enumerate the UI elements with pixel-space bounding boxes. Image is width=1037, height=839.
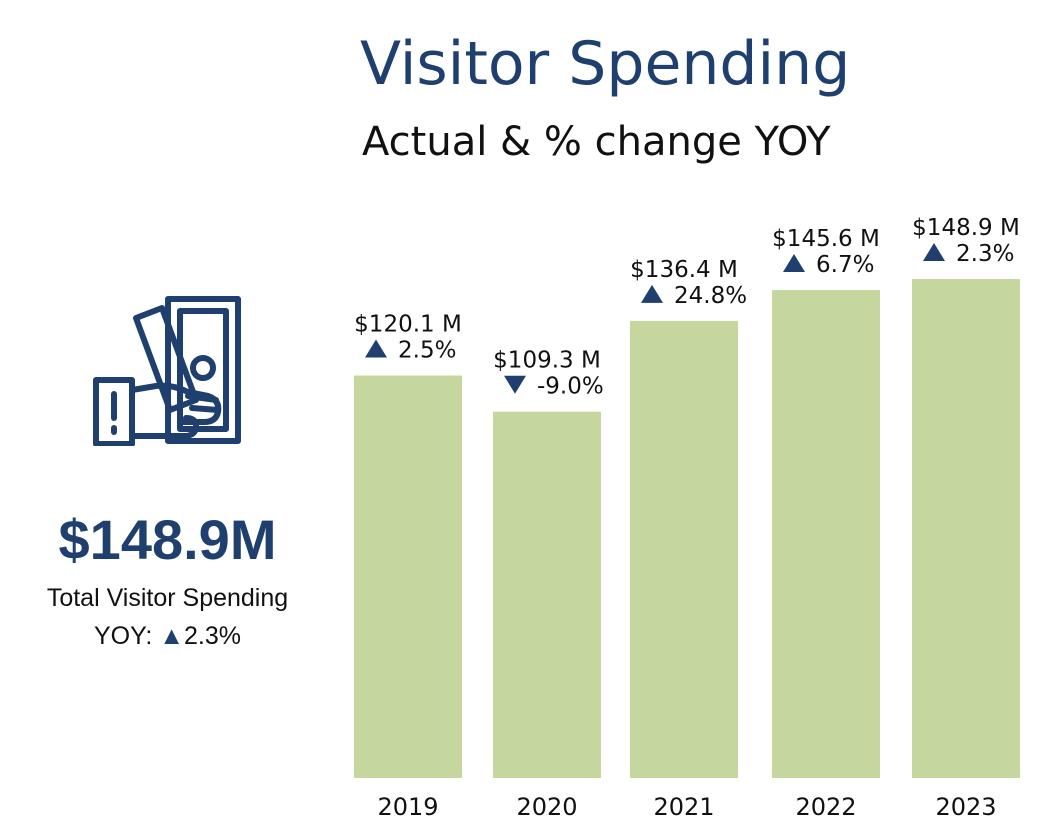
kpi-yoy: YOY: ▲2.3%: [0, 624, 335, 649]
yoy-up-arrow-icon-2023: [923, 243, 945, 261]
bar-2020: [493, 411, 601, 778]
yoy-up-arrow-icon-2022: [783, 254, 805, 273]
x-tick-label-2022: 2022: [795, 793, 856, 821]
x-tick-label-2020: 2020: [516, 793, 577, 821]
x-tick-label-2019: 2019: [377, 793, 438, 821]
value-label-2020: $109.3 M: [493, 348, 601, 374]
yoy-label-2023: 2.3%: [956, 241, 1014, 267]
cash-in-hand-icon: [93, 296, 241, 446]
bar-2022: [772, 290, 880, 778]
value-label-2019: $120.1 M: [354, 312, 462, 338]
kpi-yoy-value: 2.3%: [184, 622, 242, 650]
bar-2023: [912, 279, 1020, 778]
yoy-label-2022: 6.7%: [816, 252, 874, 278]
yoy-label-2019: 2.5%: [398, 338, 456, 364]
x-tick-label-2021: 2021: [653, 793, 714, 821]
kpi-total-label: Total Visitor Spending: [46, 584, 289, 612]
yoy-label-2020: -9.0%: [537, 374, 604, 400]
yoy-label-2021: 24.8%: [674, 283, 747, 309]
yoy-up-arrow-icon-2019: [365, 339, 387, 358]
kpi-total-value: $148.9M: [58, 508, 277, 571]
value-label-2022: $145.6 M: [772, 226, 880, 252]
kpi-yoy-up-arrow-icon: ▲: [159, 622, 185, 650]
page-title: Visitor Spending: [360, 29, 851, 99]
yoy-up-arrow-icon-2021: [641, 284, 663, 303]
value-label-2023: $148.9 M: [912, 215, 1020, 241]
x-tick-label-2023: 2023: [935, 793, 996, 821]
kpi-yoy-prefix: YOY:: [93, 622, 160, 650]
bar-2021: [630, 320, 738, 778]
bar-2019: [354, 375, 462, 778]
page-subtitle: Actual & % change YOY: [362, 119, 831, 165]
value-label-2021: $136.4 M: [630, 257, 738, 283]
yoy-down-arrow-icon-2020: [504, 375, 526, 394]
